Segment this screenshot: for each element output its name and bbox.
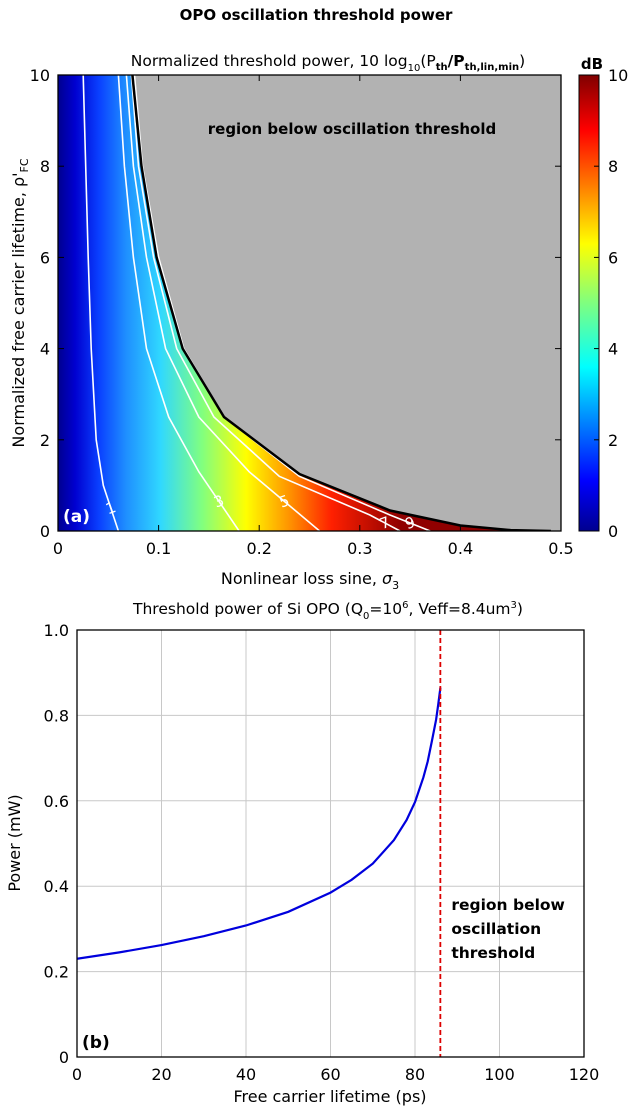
x-axis-label-a: Nonlinear loss sine, σ3	[221, 569, 399, 592]
y-tick-label-a: 2	[40, 431, 50, 450]
y-tick-label-a: 10	[30, 66, 50, 85]
region-annotation-line: oscillation	[451, 920, 541, 938]
panel-b: Threshold power of Si OPO (Q0=106, Veff=…	[5, 600, 599, 1106]
threshold-power-line	[77, 687, 442, 960]
y-tick-label-a: 8	[40, 157, 50, 176]
region-annotation-a: region below oscillation threshold	[208, 120, 497, 138]
panel-b-label: (b)	[82, 1033, 110, 1053]
colorbar-tick-label: 6	[608, 248, 618, 267]
x-tick-label-a: 0.2	[246, 539, 271, 558]
contour-line-5	[125, 75, 321, 531]
contour-line-7	[130, 75, 401, 531]
x-tick-label-b: 60	[320, 1065, 340, 1084]
y-tick-label-b: 0	[59, 1048, 69, 1067]
plot-a-frame	[57, 74, 562, 532]
x-tick-label-b: 100	[484, 1065, 515, 1084]
colorbar-tick-label: 10	[608, 66, 628, 85]
colorbar-tick-label: 0	[608, 522, 618, 541]
y-tick-label-a: 6	[40, 248, 50, 267]
x-tick-label-a: 0.5	[548, 539, 573, 558]
y-tick-label-a: 4	[40, 340, 50, 359]
threshold-boundary-line	[131, 75, 551, 531]
y-tick-label-a: 0	[40, 522, 50, 541]
region-annotation-b: region below oscillation threshold	[451, 896, 565, 962]
colorbar-tick-label: 2	[608, 431, 618, 450]
y-axis-label-a: Normalized free carrier lifetime, ρ'FC	[9, 158, 31, 447]
panel-a: Normalized threshold power, 10 log10(Pth…	[9, 52, 628, 592]
plot-b-frame	[76, 629, 585, 1058]
colorbar-label: dB	[581, 55, 603, 73]
region-annotation-line: region below	[451, 896, 565, 914]
y-tick-label-b: 0.8	[44, 706, 69, 725]
panel-b-title: Threshold power of Si OPO (Q0=106, Veff=…	[132, 600, 523, 622]
x-tick-label-a: 0.3	[347, 539, 372, 558]
colorbar	[578, 74, 600, 532]
x-tick-label-b: 0	[72, 1065, 82, 1084]
y-axis-label-b: Power (mW)	[5, 794, 24, 891]
region-annotation-line: threshold	[451, 944, 535, 962]
y-tick-label-b: 0.4	[44, 877, 69, 896]
axis-b: 0 20 40 60 80 100 120 0 0.2 0.4 0.6 0.8 1.0	[44, 621, 600, 1084]
x-tick-label-b: 40	[236, 1065, 256, 1084]
region-below-threshold	[132, 75, 561, 531]
contour-line-1	[82, 75, 120, 531]
x-axis-label-b: Free carrier lifetime (ps)	[233, 1087, 426, 1106]
axis-a: 0 0.1 0.2 0.3 0.4 0.5 0 2 4 6 8 10	[30, 66, 574, 558]
contour-line-3	[117, 75, 240, 531]
figure-title: OPO oscillation threshold power	[180, 6, 453, 24]
colorbar-tick-label: 8	[608, 157, 618, 176]
x-tick-label-b: 80	[405, 1065, 425, 1084]
colorbar-ticks: 0 2 4 6 8 10	[594, 66, 628, 541]
x-tick-label-a: 0	[53, 539, 63, 558]
grid-b	[76, 629, 585, 1058]
colorbar-tick-label: 4	[608, 340, 618, 359]
panel-a-title: Normalized threshold power, 10 log10(Pth…	[131, 52, 525, 74]
x-tick-label-a: 0.1	[146, 539, 171, 558]
x-tick-label-b: 20	[151, 1065, 171, 1084]
y-tick-label-b: 1.0	[44, 621, 69, 640]
panel-a-label: (a)	[63, 507, 90, 527]
y-tick-label-b: 0.2	[44, 963, 69, 982]
x-tick-label-b: 120	[569, 1065, 600, 1084]
y-tick-label-b: 0.6	[44, 792, 69, 811]
x-tick-label-a: 0.4	[448, 539, 473, 558]
